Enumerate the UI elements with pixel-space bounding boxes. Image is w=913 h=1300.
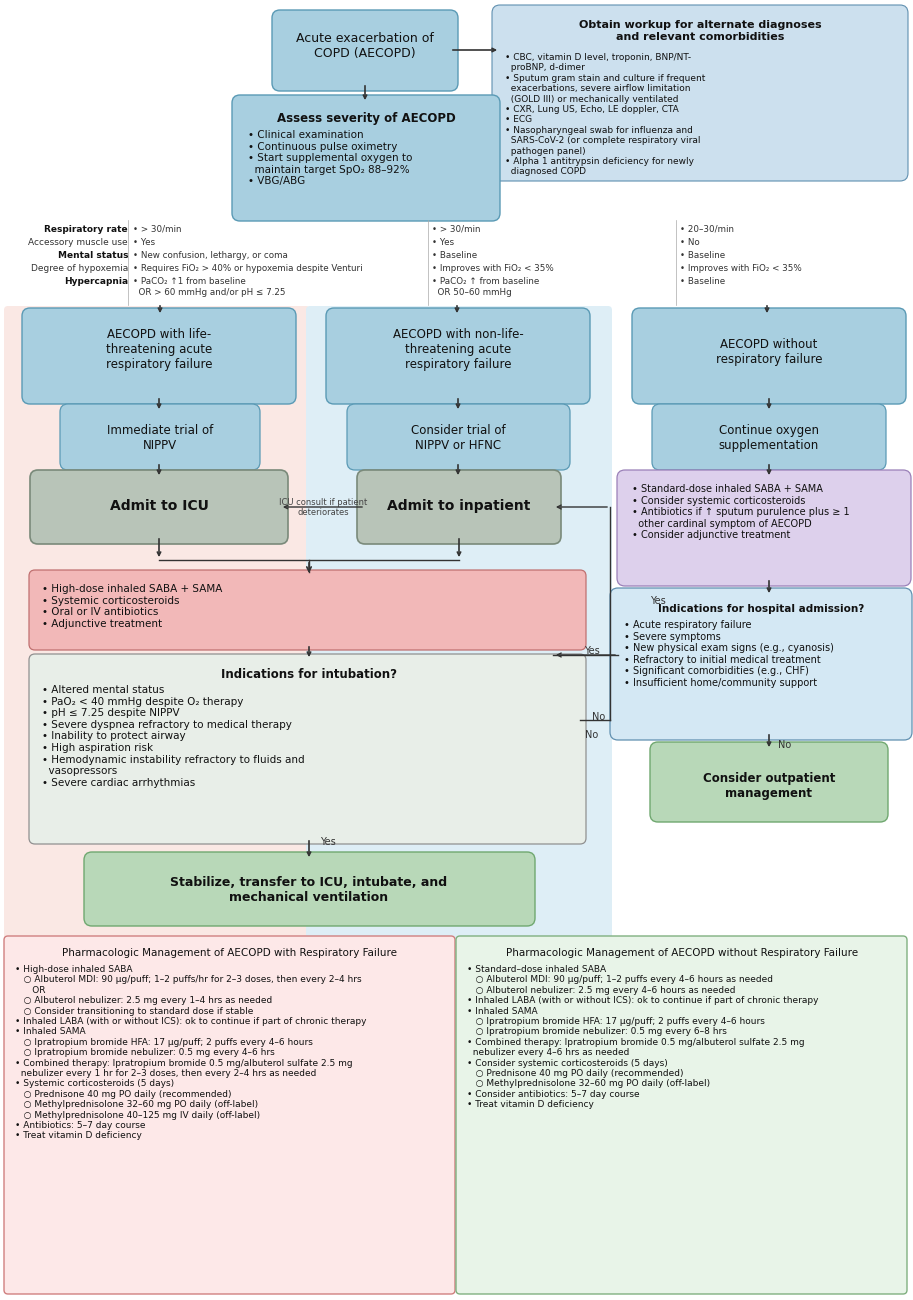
Text: • Acute respiratory failure
• Severe symptoms
• New physical exam signs (e.g., c: • Acute respiratory failure • Severe sym… bbox=[624, 620, 834, 688]
FancyBboxPatch shape bbox=[652, 404, 886, 471]
Text: Indications for intubation?: Indications for intubation? bbox=[221, 668, 397, 681]
Text: Respiratory rate: Respiratory rate bbox=[45, 225, 128, 234]
Text: Obtain workup for alternate diagnoses
and relevant comorbidities: Obtain workup for alternate diagnoses an… bbox=[579, 20, 822, 42]
Text: Pharmacologic Management of AECOPD with Respiratory Failure: Pharmacologic Management of AECOPD with … bbox=[62, 948, 397, 958]
Text: ICU consult if patient
deteriorates: ICU consult if patient deteriorates bbox=[278, 498, 367, 517]
Text: Accessory muscle use: Accessory muscle use bbox=[28, 238, 128, 247]
Text: • Improves with FiO₂ < 35%: • Improves with FiO₂ < 35% bbox=[432, 264, 554, 273]
FancyBboxPatch shape bbox=[347, 404, 570, 471]
Text: AECOPD with life-
threatening acute
respiratory failure: AECOPD with life- threatening acute resp… bbox=[106, 328, 212, 370]
Text: No: No bbox=[592, 712, 605, 722]
Text: No: No bbox=[778, 740, 792, 750]
Text: Indications for hospital admission?: Indications for hospital admission? bbox=[658, 604, 864, 614]
Text: • No: • No bbox=[680, 238, 699, 247]
Text: Continue oxygen
supplementation: Continue oxygen supplementation bbox=[719, 424, 819, 452]
Text: • Clinical examination
• Continuous pulse oximetry
• Start supplemental oxygen t: • Clinical examination • Continuous puls… bbox=[248, 130, 413, 186]
Text: No: No bbox=[585, 731, 598, 740]
Text: Assess severity of AECOPD: Assess severity of AECOPD bbox=[277, 112, 456, 125]
FancyBboxPatch shape bbox=[632, 308, 906, 404]
Text: • > 30/min: • > 30/min bbox=[133, 225, 182, 234]
Text: • Baseline: • Baseline bbox=[680, 277, 725, 286]
FancyBboxPatch shape bbox=[29, 654, 586, 844]
Text: Stabilize, transfer to ICU, intubate, and
mechanical ventilation: Stabilize, transfer to ICU, intubate, an… bbox=[171, 876, 447, 903]
Text: • Yes: • Yes bbox=[432, 238, 454, 247]
FancyBboxPatch shape bbox=[650, 742, 888, 822]
Text: Mental status: Mental status bbox=[58, 251, 128, 260]
Text: • 20–30/min: • 20–30/min bbox=[680, 225, 734, 234]
Text: • Improves with FiO₂ < 35%: • Improves with FiO₂ < 35% bbox=[680, 264, 802, 273]
Text: Hypercapnia: Hypercapnia bbox=[64, 277, 128, 286]
FancyBboxPatch shape bbox=[357, 471, 561, 543]
FancyBboxPatch shape bbox=[30, 471, 288, 543]
FancyBboxPatch shape bbox=[29, 569, 586, 650]
Text: Immediate trial of
NIPPV: Immediate trial of NIPPV bbox=[107, 424, 213, 452]
FancyBboxPatch shape bbox=[60, 404, 260, 471]
Text: • PaCO₂ ↑1 from baseline: • PaCO₂ ↑1 from baseline bbox=[133, 277, 246, 286]
FancyBboxPatch shape bbox=[22, 308, 296, 404]
Text: Yes: Yes bbox=[320, 837, 336, 848]
FancyBboxPatch shape bbox=[4, 936, 455, 1294]
Text: Yes: Yes bbox=[650, 595, 666, 606]
Text: • Altered mental status
• PaO₂ < 40 mmHg despite O₂ therapy
• pH ≤ 7.25 despite : • Altered mental status • PaO₂ < 40 mmHg… bbox=[42, 685, 305, 788]
FancyBboxPatch shape bbox=[617, 471, 911, 586]
Text: AECOPD without
respiratory failure: AECOPD without respiratory failure bbox=[716, 338, 823, 367]
Text: • PaCO₂ ↑ from baseline: • PaCO₂ ↑ from baseline bbox=[432, 277, 540, 286]
Text: • Standard-dose inhaled SABA + SAMA
• Consider systemic corticosteroids
• Antibi: • Standard-dose inhaled SABA + SAMA • Co… bbox=[632, 484, 850, 541]
Text: Acute exacerbation of
COPD (AECOPD): Acute exacerbation of COPD (AECOPD) bbox=[296, 32, 434, 60]
FancyBboxPatch shape bbox=[84, 852, 535, 926]
Text: • High-dose inhaled SABA + SAMA
• Systemic corticosteroids
• Oral or IV antibiot: • High-dose inhaled SABA + SAMA • System… bbox=[42, 584, 223, 629]
Text: • High-dose inhaled SABA
   ○ Albuterol MDI: 90 μg/puff; 1–2 puffs/hr for 2–3 do: • High-dose inhaled SABA ○ Albuterol MDI… bbox=[15, 965, 366, 1140]
FancyBboxPatch shape bbox=[492, 5, 908, 181]
Text: Consider outpatient
management: Consider outpatient management bbox=[703, 772, 835, 800]
Text: • Standard–dose inhaled SABA
   ○ Albuterol MDI: 90 μg/puff; 1–2 puffs every 4–6: • Standard–dose inhaled SABA ○ Albuterol… bbox=[467, 965, 818, 1109]
Text: Admit to ICU: Admit to ICU bbox=[110, 499, 208, 514]
Text: • New confusion, lethargy, or coma: • New confusion, lethargy, or coma bbox=[133, 251, 288, 260]
Text: Consider trial of
NIPPV or HFNC: Consider trial of NIPPV or HFNC bbox=[411, 424, 505, 452]
Text: • Baseline: • Baseline bbox=[432, 251, 477, 260]
Text: • CBC, vitamin D level, troponin, BNP/NT-
  proBNP, d-dimer
• Sputum gram stain : • CBC, vitamin D level, troponin, BNP/NT… bbox=[505, 53, 706, 177]
Text: • Baseline: • Baseline bbox=[680, 251, 725, 260]
Text: • Yes: • Yes bbox=[133, 238, 155, 247]
Text: AECOPD with non-life-
threatening acute
respiratory failure: AECOPD with non-life- threatening acute … bbox=[393, 328, 523, 370]
Text: Pharmacologic Management of AECOPD without Respiratory Failure: Pharmacologic Management of AECOPD witho… bbox=[506, 948, 858, 958]
Text: • Requires FiO₂ > 40% or hypoxemia despite Venturi: • Requires FiO₂ > 40% or hypoxemia despi… bbox=[133, 264, 362, 273]
FancyBboxPatch shape bbox=[272, 10, 458, 91]
FancyBboxPatch shape bbox=[232, 95, 500, 221]
FancyBboxPatch shape bbox=[4, 306, 310, 939]
FancyBboxPatch shape bbox=[610, 588, 912, 740]
FancyBboxPatch shape bbox=[456, 936, 907, 1294]
FancyBboxPatch shape bbox=[326, 308, 590, 404]
Text: OR > 60 mmHg and/or pH ≤ 7.25: OR > 60 mmHg and/or pH ≤ 7.25 bbox=[133, 289, 286, 296]
FancyBboxPatch shape bbox=[306, 306, 612, 939]
Text: OR 50–60 mmHg: OR 50–60 mmHg bbox=[432, 289, 512, 296]
Text: • > 30/min: • > 30/min bbox=[432, 225, 480, 234]
Text: Admit to inpatient: Admit to inpatient bbox=[387, 499, 530, 514]
Text: Degree of hypoxemia: Degree of hypoxemia bbox=[31, 264, 128, 273]
Text: Yes: Yes bbox=[584, 646, 600, 656]
